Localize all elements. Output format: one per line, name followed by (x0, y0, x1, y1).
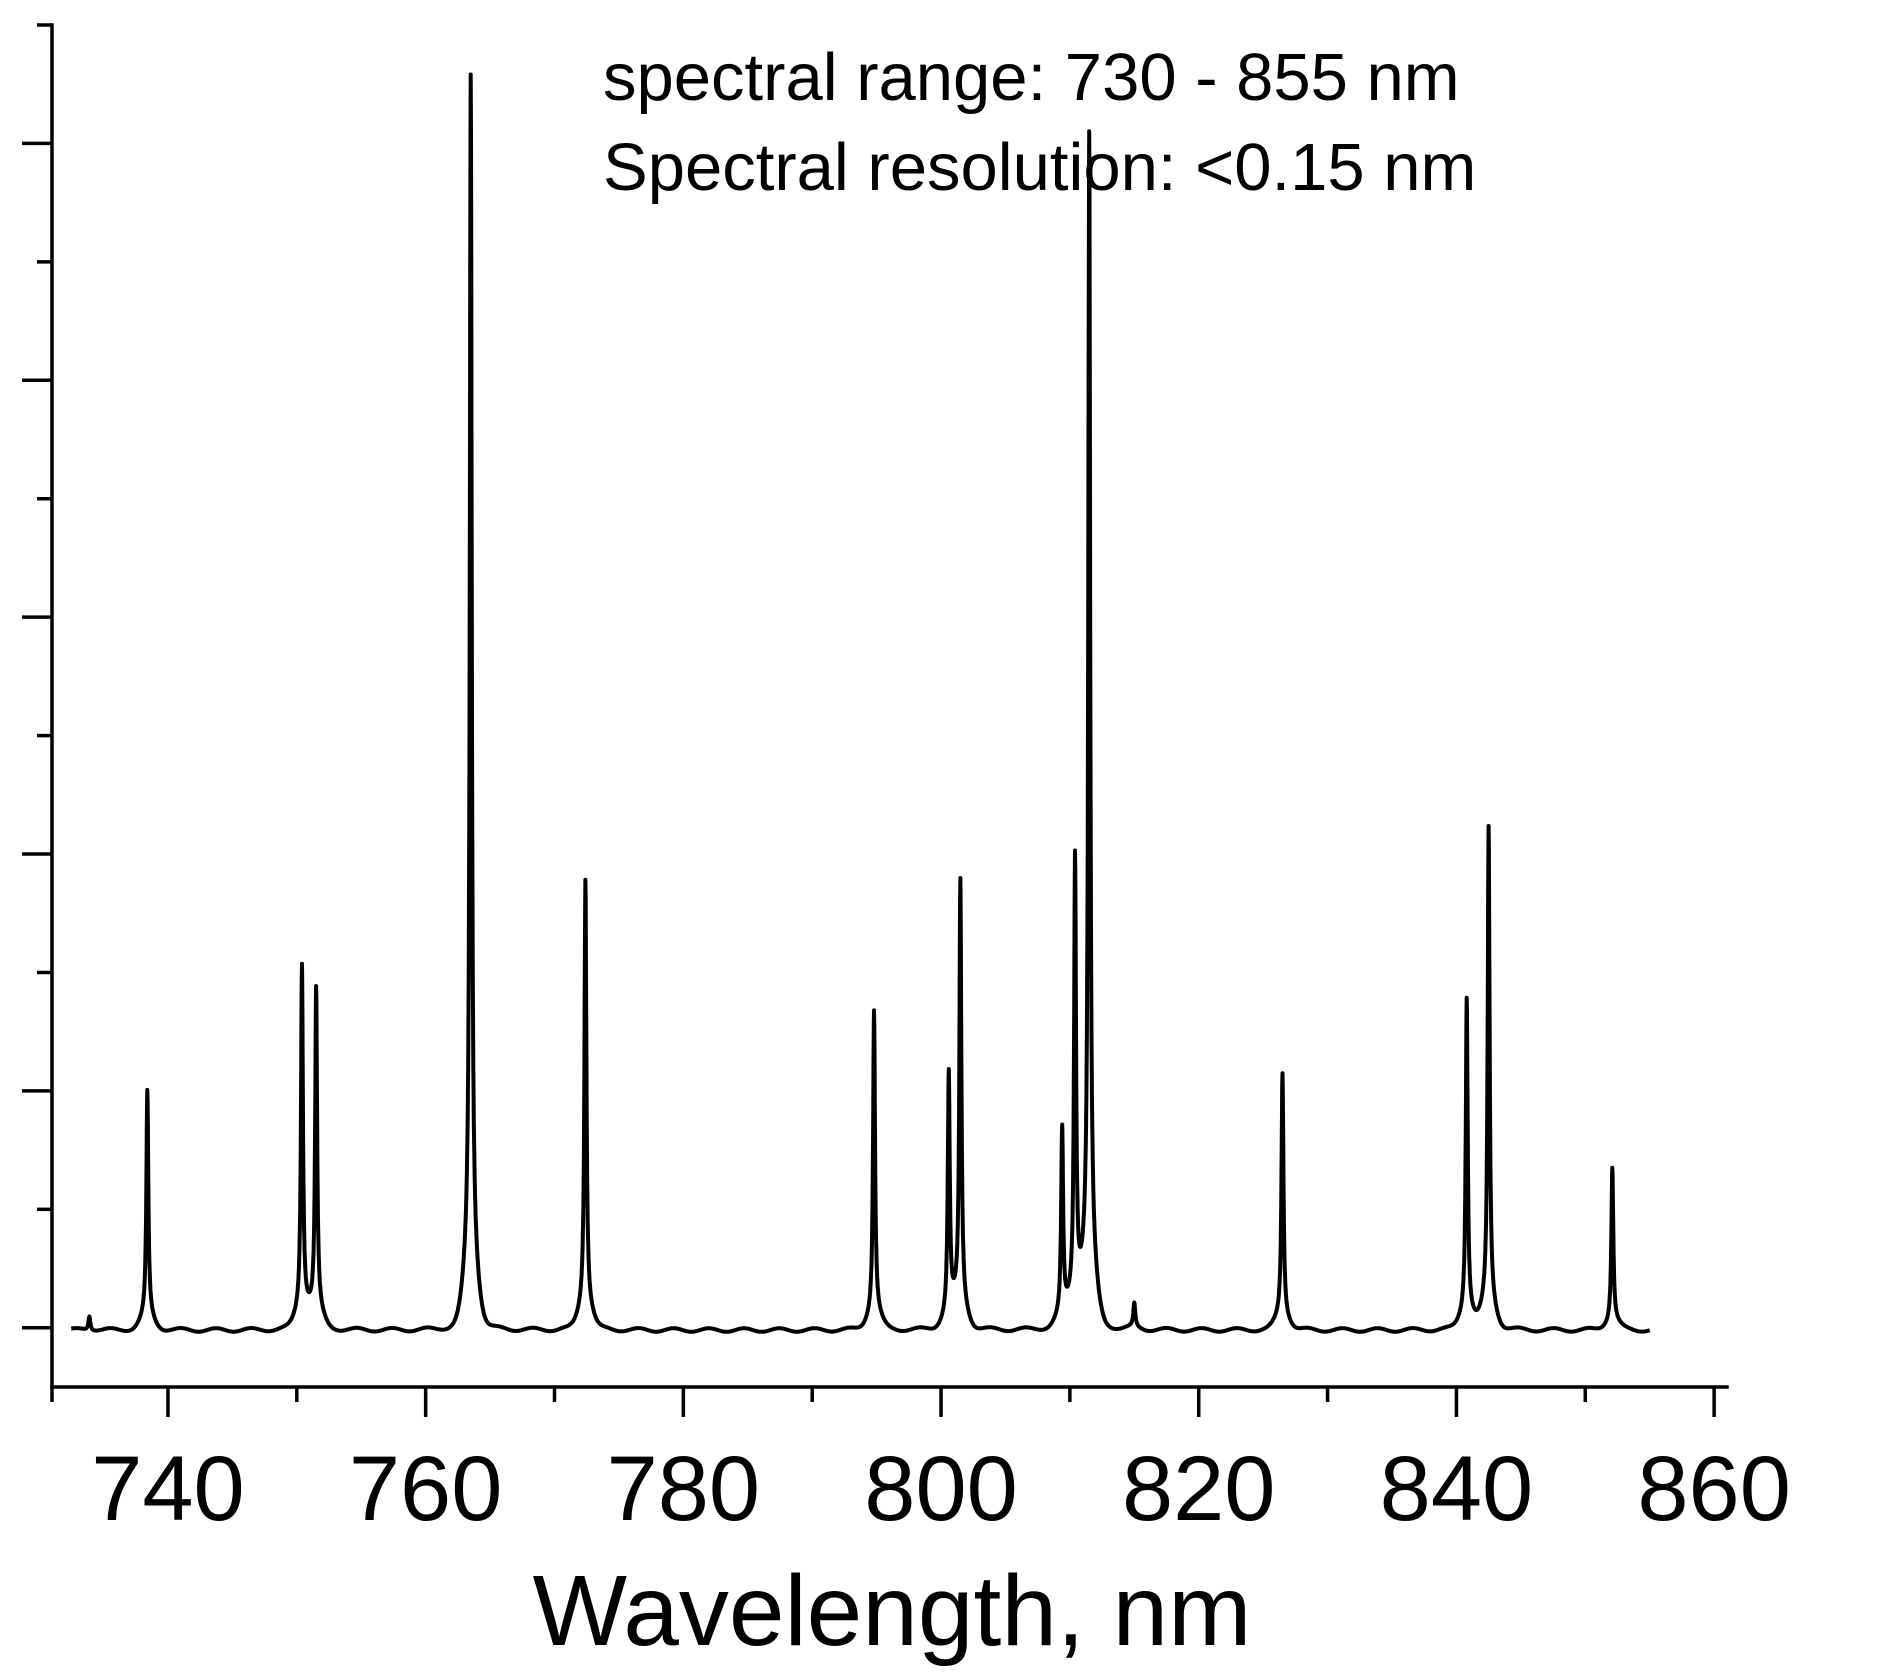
x-axis-title: Wavelength, nm (533, 1555, 1252, 1667)
x-tick-label: 740 (91, 1438, 245, 1540)
x-axis-ticks (50, 1387, 1716, 1417)
x-tick-label: 840 (1380, 1438, 1534, 1540)
x-tick-label: 760 (349, 1438, 503, 1540)
y-axis-ticks (22, 23, 52, 1330)
x-tick-label: 860 (1637, 1438, 1791, 1540)
spectrum-line (69, 72, 1652, 1334)
x-tick-label: 800 (864, 1438, 1018, 1540)
annotation-spectral-range: spectral range: 730 - 855 nm (603, 40, 1460, 115)
annotation-spectral-resolution: Spectral resolution: <0.15 nm (603, 130, 1476, 205)
axes (50, 23, 1729, 1389)
x-axis-tick-labels: 740 760 780 800 820 840 860 (91, 1438, 1791, 1540)
x-tick-label: 780 (607, 1438, 761, 1540)
x-tick-label: 820 (1122, 1438, 1276, 1540)
